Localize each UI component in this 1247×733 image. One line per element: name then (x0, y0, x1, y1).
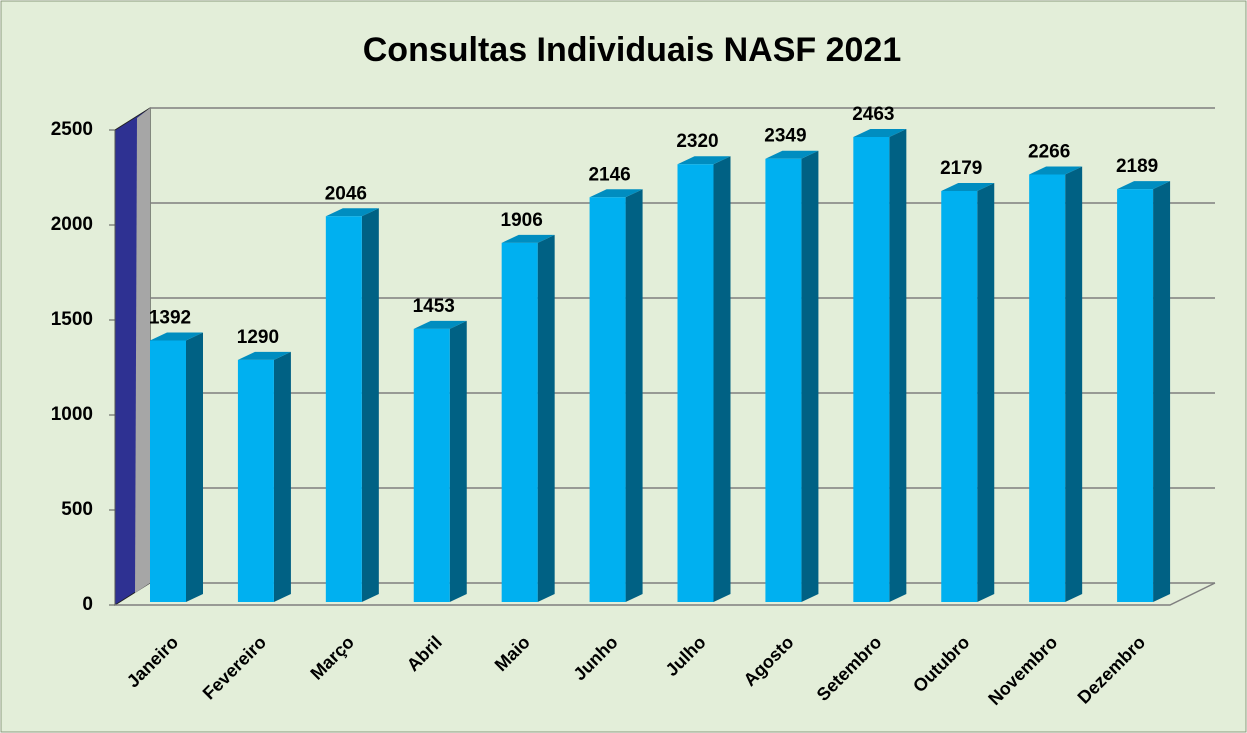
value-label: 2189 (1116, 156, 1158, 177)
bar-side (889, 129, 907, 602)
bar-side (186, 332, 203, 602)
value-label: 2266 (1028, 141, 1070, 162)
bar (1029, 166, 1083, 602)
bar-front (1029, 174, 1066, 602)
side-wall-shade (135, 108, 150, 593)
bar-front (501, 242, 538, 603)
value-label: 2046 (325, 183, 367, 204)
bar-top (325, 208, 379, 217)
bar-top (765, 150, 819, 159)
bar-side (625, 189, 643, 602)
bar-front (237, 359, 274, 602)
bar-front (765, 158, 802, 602)
bar-side (449, 320, 467, 602)
bar (150, 332, 203, 602)
bar (677, 156, 731, 602)
value-label: 2179 (940, 158, 982, 179)
bar-front (325, 216, 362, 602)
bar-side (713, 156, 731, 602)
bar-top (677, 156, 731, 165)
bar-front (677, 164, 714, 602)
bar-top (237, 351, 291, 360)
bar-top (589, 189, 643, 198)
bar (1117, 181, 1171, 602)
bar-side (977, 182, 995, 603)
value-label: 2320 (676, 131, 718, 152)
bar-side (1153, 181, 1171, 602)
value-label: 1290 (237, 327, 279, 348)
y-tick-label: 0 (82, 594, 93, 615)
bar-top (413, 320, 467, 329)
floor (115, 582, 1216, 606)
bar-front (413, 328, 450, 602)
bar-top (941, 182, 995, 191)
value-label: 1392 (149, 308, 191, 329)
bar-front (1117, 189, 1154, 602)
chart-title: Consultas Individuais NASF 2021 (363, 31, 901, 69)
bar-side (1065, 166, 1083, 602)
y-tick-label: 500 (61, 499, 93, 520)
y-tick-label: 1500 (51, 309, 93, 330)
bar-side (361, 208, 379, 602)
value-label: 2349 (764, 126, 806, 147)
value-label: 1906 (501, 210, 543, 231)
bar (501, 234, 555, 603)
bar (237, 351, 291, 602)
bar (413, 320, 467, 602)
bar (325, 208, 379, 602)
bar-top (150, 332, 203, 341)
bar (941, 182, 995, 603)
y-tick-label: 2500 (51, 119, 93, 140)
bar-side (273, 351, 291, 602)
bar-top (1029, 166, 1083, 175)
bar-top (853, 129, 907, 138)
y-tick-label: 2000 (51, 214, 93, 235)
value-label: 2146 (588, 164, 630, 185)
bar-top (501, 234, 555, 243)
bar-front (589, 197, 626, 602)
bar (765, 150, 819, 602)
bar-side (801, 150, 819, 602)
bar (589, 189, 643, 602)
value-label: 1453 (413, 296, 455, 317)
bar-front (853, 137, 890, 602)
bar-front (150, 340, 186, 602)
bar-top (1117, 181, 1171, 190)
bar (853, 129, 907, 602)
bar-front (941, 190, 978, 603)
bar-side (537, 234, 555, 603)
y-tick-label: 1000 (51, 404, 93, 425)
value-label: 2463 (852, 104, 894, 125)
